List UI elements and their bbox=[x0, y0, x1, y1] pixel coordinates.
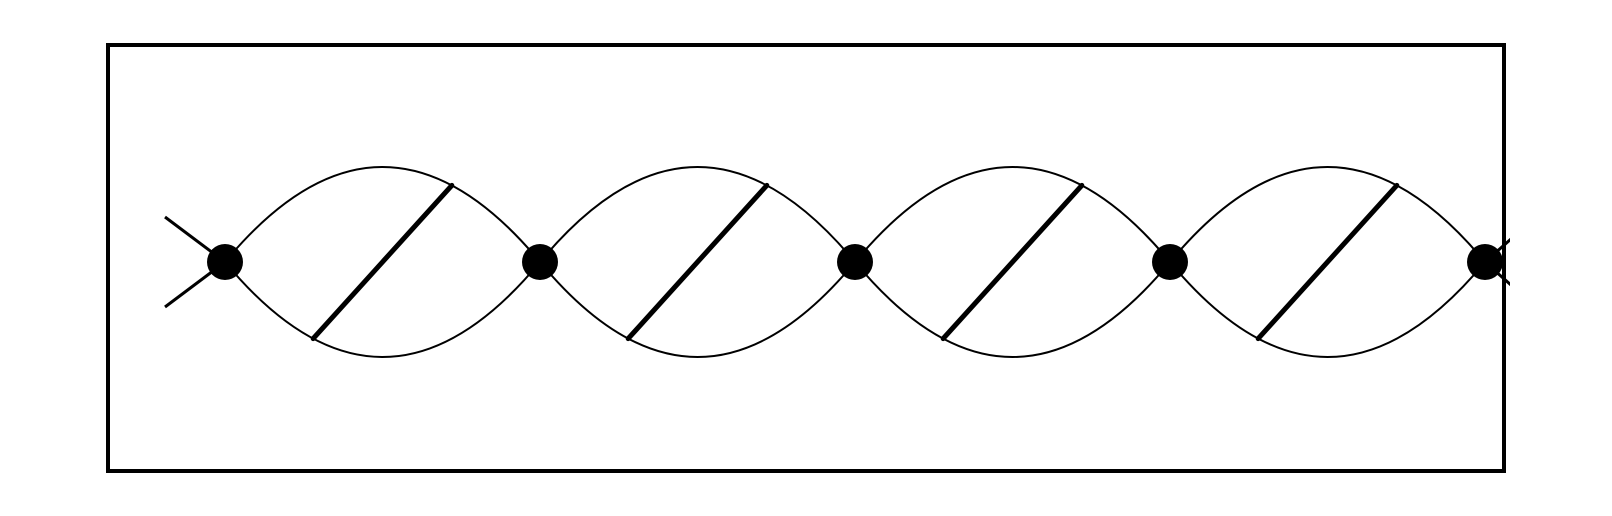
rung-2 bbox=[943, 185, 1082, 338]
arc-upper-0 bbox=[225, 167, 540, 262]
arc-lower-1 bbox=[540, 262, 855, 357]
rung-1 bbox=[628, 185, 767, 338]
vertex-1 bbox=[522, 244, 558, 280]
vertex-3 bbox=[1152, 244, 1188, 280]
nodes-group bbox=[207, 244, 1503, 280]
rung-3 bbox=[1258, 185, 1397, 338]
arc-upper-3 bbox=[1170, 167, 1485, 262]
arc-upper-1 bbox=[540, 167, 855, 262]
arc-upper-2 bbox=[855, 167, 1170, 262]
vertex-4 bbox=[1467, 244, 1503, 280]
vertex-0 bbox=[207, 244, 243, 280]
diagram-frame bbox=[106, 43, 1506, 473]
arc-lower-3 bbox=[1170, 262, 1485, 357]
vertex-2 bbox=[837, 244, 873, 280]
arc-lower-2 bbox=[855, 262, 1170, 357]
diagram-svg bbox=[110, 47, 1510, 477]
arc-lower-0 bbox=[225, 262, 540, 357]
rung-0 bbox=[313, 185, 452, 338]
